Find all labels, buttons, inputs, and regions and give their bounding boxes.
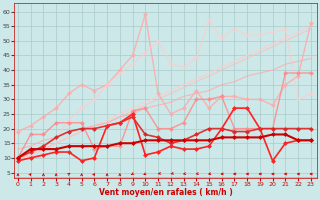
X-axis label: Vent moyen/en rafales ( km/h ): Vent moyen/en rafales ( km/h ) xyxy=(99,188,233,197)
